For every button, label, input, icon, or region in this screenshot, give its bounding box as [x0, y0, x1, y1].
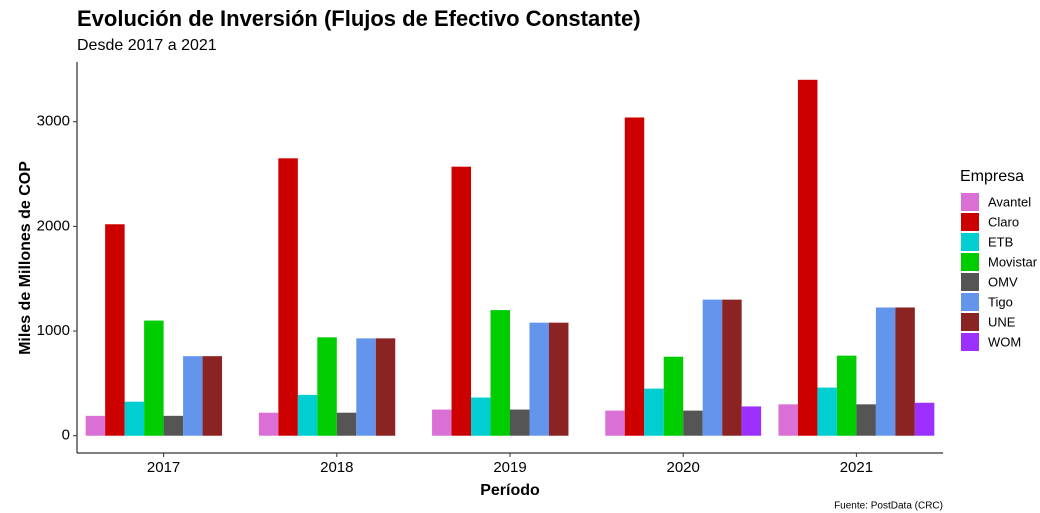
- legend-key: [961, 193, 979, 211]
- bar: [183, 356, 203, 436]
- legend-label: Tigo: [988, 294, 1013, 309]
- legend-key: [961, 213, 979, 231]
- bar: [375, 338, 396, 436]
- bar: [778, 404, 798, 436]
- bar: [875, 307, 896, 436]
- caption: Fuente: PostData (CRC): [834, 501, 943, 512]
- bar: [297, 394, 318, 436]
- legend-label: Claro: [988, 214, 1019, 229]
- legend-label: Movistar: [988, 254, 1038, 269]
- legend-key: [961, 273, 979, 291]
- bar: [317, 337, 337, 436]
- legend-label: UNE: [988, 314, 1016, 329]
- legend-label: Avantel: [988, 194, 1031, 209]
- bar: [510, 409, 530, 436]
- bar: [258, 412, 279, 436]
- bar: [471, 397, 491, 436]
- bar: [624, 117, 645, 436]
- bar: [336, 412, 357, 436]
- bar: [663, 356, 684, 436]
- bar: [105, 224, 125, 436]
- legend-key: [961, 293, 979, 311]
- legend-label: WOM: [988, 334, 1021, 349]
- y-tick-label: 3000: [37, 113, 70, 130]
- legend-title: Empresa: [960, 168, 1024, 185]
- y-axis-label: Miles de Millones de COP: [17, 161, 34, 355]
- y-tick-label: 0: [62, 427, 70, 444]
- x-tick-label: 2021: [840, 459, 873, 476]
- bar: [605, 410, 625, 436]
- x-tick-label: 2018: [320, 459, 353, 476]
- bar: [278, 158, 298, 436]
- bar: [644, 388, 664, 436]
- bar: [124, 401, 145, 436]
- legend-label: ETB: [988, 234, 1013, 249]
- bar: [163, 415, 184, 436]
- bar: [856, 404, 876, 436]
- bar: [741, 406, 762, 436]
- bar: [914, 402, 935, 436]
- legend-key: [961, 313, 979, 331]
- bar: [836, 355, 857, 436]
- legend-key: [961, 233, 979, 251]
- bar: [797, 79, 818, 436]
- bar: [683, 410, 703, 436]
- bar: [356, 338, 376, 436]
- bar: [722, 299, 742, 436]
- y-tick-label: 1000: [37, 322, 70, 339]
- bar: [702, 299, 723, 436]
- bar: [817, 387, 837, 436]
- bar: [451, 166, 472, 436]
- chart-title: Evolución de Inversión (Flujos de Efecti…: [77, 6, 641, 31]
- x-tick-label: 2019: [493, 459, 526, 476]
- x-axis-label: Período: [480, 482, 540, 499]
- bar: [85, 415, 106, 436]
- legend-key: [961, 333, 979, 351]
- x-tick-label: 2017: [147, 459, 180, 476]
- bar: [432, 409, 452, 436]
- bar: [548, 322, 569, 436]
- legend-label: OMV: [988, 274, 1018, 289]
- x-tick-label: 2020: [667, 459, 700, 476]
- chart-subtitle: Desde 2017 a 2021: [77, 37, 217, 54]
- bar: [202, 356, 223, 436]
- y-tick-label: 2000: [37, 217, 70, 234]
- bar: [895, 307, 915, 436]
- legend-key: [961, 253, 979, 271]
- bar: [490, 310, 510, 436]
- bar: [529, 322, 549, 436]
- bar: [144, 320, 164, 436]
